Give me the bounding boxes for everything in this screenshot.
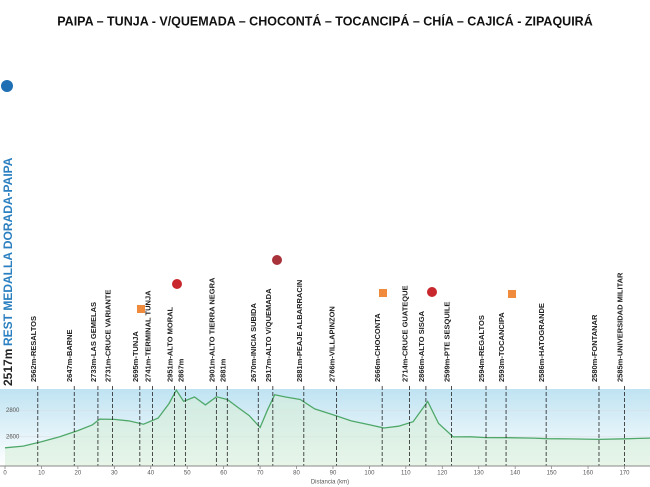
profile-line <box>4 388 650 449</box>
waypoint-label: 2593m-TOCANCIPA <box>497 312 506 382</box>
x-tick-label: 120 <box>437 471 448 477</box>
x-tick-label: 170 <box>619 471 630 477</box>
waypoint-label: 2881m-PEAJE ALBARRACIN <box>295 280 304 382</box>
waypoint-label: 2695m-TUNJA <box>131 331 140 382</box>
start-icon <box>1 80 13 92</box>
start-elevation: 2517m <box>1 349 15 386</box>
waypoint-label: 2901m-ALTO TIERRA NEGRA <box>207 277 216 382</box>
icon <box>508 290 516 298</box>
waypoint-label: 2766m-VILLAPINZON <box>328 306 337 382</box>
waypoint-label: 2666m-CHOCONTA <box>373 313 382 382</box>
waypoint-label: 2731m-CRUCE VARIANTE <box>103 290 112 382</box>
x-axis-label: Distancia (km) <box>311 480 349 486</box>
waypoint-label: 2580m-FONTANAR <box>590 314 599 382</box>
waypoint-label: 2917m-ALTO V/QUEMADA <box>264 288 273 382</box>
y-tick-label: 2600 <box>6 434 20 440</box>
x-tick-label: 110 <box>401 471 411 477</box>
chart-title: PAIPA – TUNJA - V/QUEMADA – CHOCONTÁ – T… <box>57 13 592 28</box>
x-tick-label: 140 <box>510 471 521 477</box>
waypoint-label: 2867m <box>176 358 185 382</box>
waypoint-label: 2594m-REGALTOS <box>477 315 486 382</box>
waypoint-label: 2670m-INICIA SUBIDA <box>249 303 258 382</box>
x-tick-label: 60 <box>220 471 227 477</box>
x-tick-label: 100 <box>364 471 375 477</box>
x-tick-label: 30 <box>111 471 118 477</box>
x-tick-label: 40 <box>147 471 154 477</box>
waypoint-label: 2585m-UNIVERSIDAD MILITAR <box>615 272 624 382</box>
icon <box>379 289 387 297</box>
waypoint-label: 2866m-ALTO SISGA <box>417 310 426 382</box>
x-tick-label: 70 <box>257 471 264 477</box>
waypoint-label: 2951m-ALTO MORAL <box>165 306 174 382</box>
start-name: REST MEDALLA DORADA-PAIPA <box>1 157 15 346</box>
x-tick-label: 80 <box>293 471 300 477</box>
x-tick-label: 10 <box>38 471 45 477</box>
x-tick-label: 0 <box>3 471 7 477</box>
waypoint-label: 2714m-CRUCE GUATEQUE <box>400 285 409 382</box>
waypoint-label: 2733m-LAS GEMELAS <box>89 302 98 382</box>
waypoint-label: 2881m <box>218 358 227 382</box>
icon <box>272 255 282 265</box>
x-tick-label: 90 <box>330 471 337 477</box>
profile-area <box>5 390 650 466</box>
icon <box>137 305 145 313</box>
x-tick-label: 20 <box>75 471 82 477</box>
x-tick-label: 160 <box>583 471 594 477</box>
waypoint-label: 2586m-HATOGRANDE <box>537 303 546 382</box>
waypoint-label: 2599m-PTE SESQUILE <box>442 302 451 382</box>
icon <box>427 287 437 297</box>
x-tick-label: 50 <box>184 471 191 477</box>
waypoint-label: 2562m-RESALTOS <box>29 316 38 382</box>
y-tick-label: 2800 <box>6 408 20 414</box>
x-tick-label: 130 <box>474 471 485 477</box>
waypoint-label: 2647m-BARNE <box>65 329 74 382</box>
x-tick-label: 150 <box>547 471 558 477</box>
waypoint-label: 2741m-TERMINAL TUNJA <box>144 290 153 382</box>
icon <box>172 279 182 289</box>
